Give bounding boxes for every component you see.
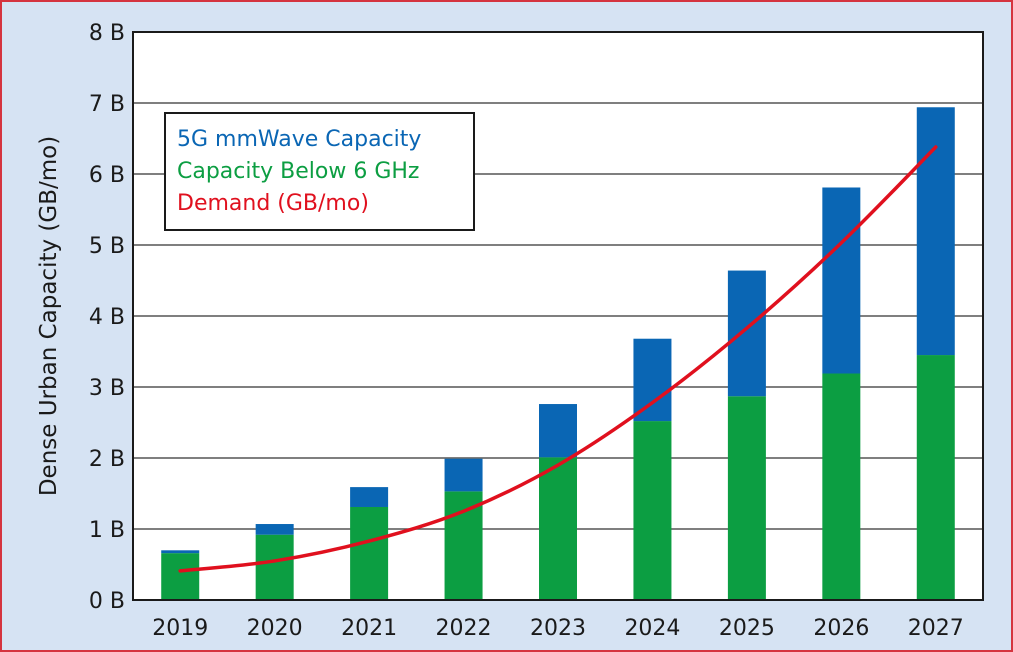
- bar-below-6ghz: [822, 373, 861, 600]
- legend: 5G mmWave Capacity Capacity Below 6 GHz …: [164, 112, 475, 231]
- bar-mmwave: [255, 524, 294, 535]
- bar-below-6ghz: [633, 421, 672, 600]
- bar-mmwave: [539, 404, 577, 458]
- x-tick-label: 2020: [247, 616, 303, 641]
- y-tick-label: 3 B: [89, 376, 125, 401]
- bar-below-6ghz: [161, 553, 200, 600]
- bar-mmwave: [161, 550, 200, 554]
- x-tick-labels: 2019 2020 2021 2022 2023 2024 2025 2026 2027: [152, 616, 964, 641]
- legend-box: [164, 112, 475, 231]
- bar-mmwave: [916, 107, 955, 356]
- bar-mmwave: [350, 487, 389, 507]
- x-tick-label: 2021: [341, 616, 397, 641]
- legend-entry-below-6ghz: Capacity Below 6 GHz: [177, 159, 419, 184]
- x-tick-label: 2019: [152, 616, 208, 641]
- bar-mmwave: [633, 338, 672, 422]
- bar-below-6ghz: [350, 506, 389, 600]
- x-tick-label: 2024: [624, 616, 680, 641]
- x-tick-label: 2022: [436, 616, 492, 641]
- bar-below-6ghz: [539, 457, 577, 600]
- y-tick-label: 6 B: [89, 163, 125, 188]
- y-tick-labels: 0 B 1 B 2 B 3 B 4 B 5 B 6 B 7 B 8 B: [89, 21, 125, 614]
- bars: [161, 107, 955, 600]
- bar-below-6ghz: [444, 491, 483, 600]
- x-tick-label: 2026: [813, 616, 869, 641]
- bar-mmwave: [822, 187, 861, 374]
- x-tick-label: 2025: [719, 616, 775, 641]
- plot-border: [132, 31, 984, 601]
- legend-entry-demand: Demand (GB/mo): [177, 191, 369, 216]
- y-tick-label: 1 B: [89, 518, 125, 543]
- y-axis-label: Dense Urban Capacity (GB/mo): [36, 136, 62, 496]
- bar-below-6ghz: [255, 534, 294, 600]
- y-tick-label: 2 B: [89, 447, 125, 472]
- legend-entry-mmwave: 5G mmWave Capacity: [177, 127, 421, 152]
- y-tick-label: 4 B: [89, 305, 125, 330]
- y-tick-label: 5 B: [89, 234, 125, 259]
- y-tick-label: 7 B: [89, 92, 125, 117]
- x-tick-label: 2027: [908, 616, 964, 641]
- x-tick-label: 2023: [530, 616, 586, 641]
- demand-line-group: [178, 145, 938, 573]
- y-tick-label: 8 B: [89, 21, 125, 46]
- bar-mmwave: [727, 270, 766, 397]
- bar-mmwave: [444, 458, 483, 492]
- y-tick-label: 0 B: [89, 589, 125, 614]
- bar-below-6ghz: [916, 355, 955, 600]
- bar-below-6ghz: [727, 396, 766, 600]
- demand-line: [178, 145, 938, 573]
